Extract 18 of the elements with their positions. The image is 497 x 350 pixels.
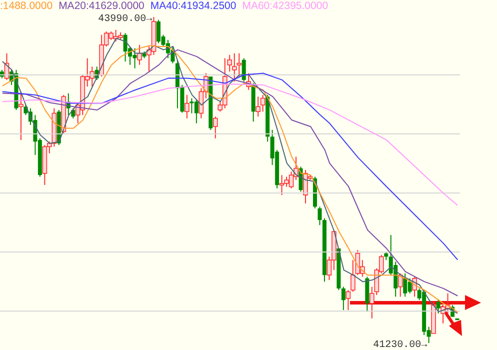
candlestick [398,272,403,298]
candlestick [137,44,142,66]
annotation: 41230.00→ [373,340,428,350]
candlestick [346,290,351,311]
text: MA40:41934.2500 [150,0,236,12]
candlestick [318,206,322,226]
candlestick [184,94,190,119]
candlestick [242,58,246,82]
text: MA20:41629.0000 [58,0,144,12]
text: :1488.0000 [0,0,53,12]
candlestick [260,94,266,112]
text: MA60:42395.0000 [242,0,328,12]
candlestick [213,116,218,139]
candlestick [436,298,440,314]
candlestick [18,91,24,140]
candlestick [256,96,260,118]
annotation: 43990.00→ [98,14,152,25]
candlestick [341,286,346,311]
